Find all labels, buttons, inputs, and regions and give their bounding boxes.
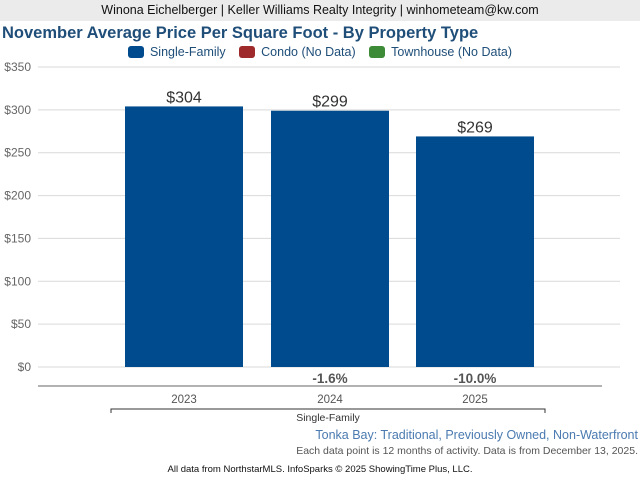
area-description: Tonka Bay: Traditional, Previously Owned…: [315, 428, 638, 442]
group-bracket: [110, 408, 546, 413]
bar-2023: [125, 106, 243, 367]
y-tick-label: $350: [4, 60, 31, 74]
legend-item-condo[interactable]: Condo (No Data): [239, 45, 356, 59]
x-tick-label: 2025: [462, 394, 488, 406]
y-tick-label: $100: [4, 274, 31, 288]
y-tick-label: $250: [4, 146, 31, 160]
data-label: $269: [457, 119, 493, 136]
y-tick-label: $0: [18, 360, 32, 374]
data-note: Each data point is 12 months of activity…: [296, 445, 638, 457]
legend-item-townhouse[interactable]: Townhouse (No Data): [369, 45, 512, 59]
data-label: $304: [166, 89, 202, 106]
y-tick-label: $200: [4, 189, 31, 203]
legend-swatch: [239, 46, 256, 58]
x-tick-label: 2023: [171, 394, 197, 406]
bar-2024: [271, 110, 389, 367]
y-tick-label: $300: [4, 103, 31, 117]
legend-swatch: [127, 46, 144, 58]
y-tick-label: $150: [4, 231, 31, 245]
legend-item-single-family[interactable]: Single-Family: [127, 45, 226, 59]
legend-swatch: [369, 46, 386, 58]
group-label: Single-Family: [296, 412, 360, 424]
change-label: -10.0%: [454, 371, 497, 386]
change-label: -1.6%: [312, 371, 347, 386]
legend: Single-Family Condo (No Data) Townhouse …: [0, 45, 640, 61]
data-label: $299: [312, 94, 348, 111]
chart-title: November Average Price Per Square Foot -…: [2, 24, 479, 42]
credit-line: All data from NorthstarMLS. InfoSparks ©…: [167, 464, 473, 475]
x-tick-label: 2024: [317, 394, 343, 406]
y-tick-label: $50: [11, 317, 31, 331]
header-bar: Winona Eichelberger | Keller Williams Re…: [0, 0, 640, 21]
bar-2025: [416, 136, 534, 367]
